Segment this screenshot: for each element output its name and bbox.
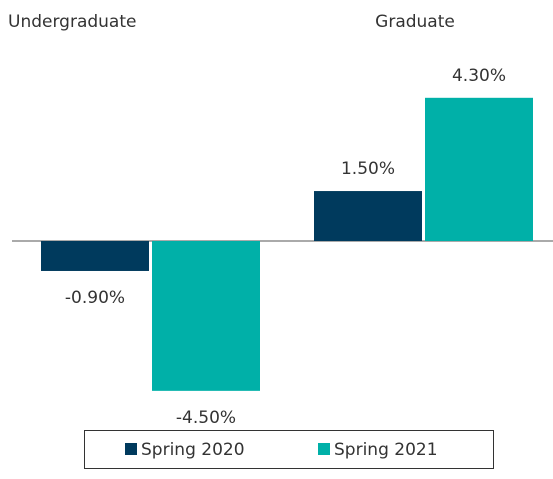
bar	[314, 191, 422, 241]
legend-label: Spring 2020	[141, 440, 245, 460]
bar	[152, 241, 260, 391]
legend-label: Spring 2021	[334, 440, 438, 460]
legend-box	[84, 430, 494, 469]
value-label: 1.50%	[341, 159, 395, 179]
value-label: 4.30%	[452, 66, 506, 86]
value-label: -4.50%	[176, 408, 236, 428]
category-label: Graduate	[375, 12, 455, 32]
legend-swatch	[318, 443, 330, 455]
value-label: -0.90%	[65, 288, 125, 308]
bar	[425, 97, 533, 241]
category-label: Undergraduate	[8, 12, 136, 32]
bar	[41, 241, 149, 271]
legend-swatch	[125, 443, 137, 455]
